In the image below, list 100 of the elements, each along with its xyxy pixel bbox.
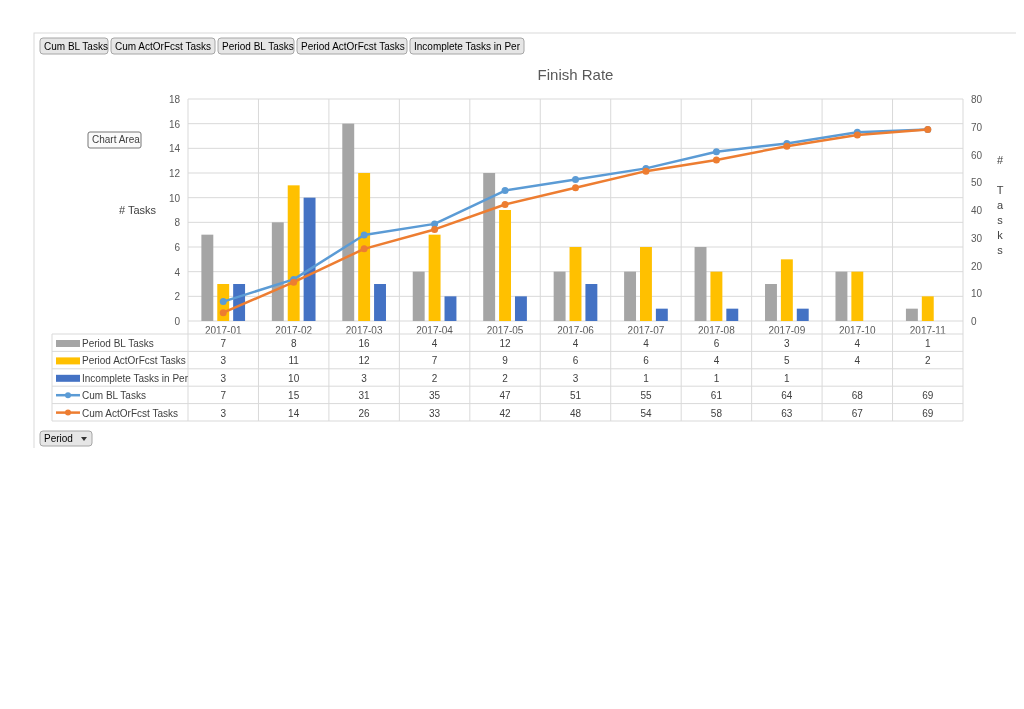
y-tick-label: 0 xyxy=(174,316,181,327)
data-label: 7 xyxy=(220,338,227,349)
data-label: 67 xyxy=(851,407,864,419)
data-label: 2 xyxy=(431,372,438,384)
point xyxy=(572,184,579,192)
data-label: 10 xyxy=(288,372,300,384)
y2-tick-label: 50 xyxy=(971,177,983,189)
point xyxy=(360,231,368,239)
data-label: 4 xyxy=(431,338,438,349)
data-label: 6 xyxy=(643,355,650,367)
x-tick-label: 2017-05 xyxy=(486,325,524,336)
bar xyxy=(780,259,793,321)
data-label: 58 xyxy=(710,407,723,419)
data-label: 35 xyxy=(429,390,441,402)
bar xyxy=(765,284,777,321)
data-label: 4 xyxy=(854,355,861,367)
data-label: 55 xyxy=(640,390,652,402)
field-button: Period BL Tasks xyxy=(217,37,295,55)
bar xyxy=(921,296,934,321)
y2-tick-label: 80 xyxy=(971,94,983,105)
data-label: 16 xyxy=(358,338,371,349)
point xyxy=(712,148,720,156)
x-tick-label: 2017-09 xyxy=(768,325,806,336)
x-tick-label: 2017-01 xyxy=(204,325,243,336)
data-label: 15 xyxy=(288,390,300,402)
x-tick-label: 2017-03 xyxy=(345,325,383,336)
data-label: 14 xyxy=(288,407,300,419)
x-tick-label: 2017-11 xyxy=(909,325,947,336)
data-label: 8 xyxy=(290,338,297,349)
legend-label: Period BL Tasks xyxy=(82,338,154,349)
x-tick-label: 2017-07 xyxy=(627,325,665,336)
y2-tick-label: 20 xyxy=(971,260,983,272)
data-label: 47 xyxy=(499,390,512,402)
data-label: 69 xyxy=(922,390,934,402)
y-tick-label: 4 xyxy=(174,266,181,278)
field-button: Period xyxy=(39,430,93,447)
point xyxy=(572,175,579,183)
data-label: 2 xyxy=(502,372,509,384)
field-button: Incomplete Tasks in Per xyxy=(409,37,525,55)
data-label: 11 xyxy=(288,355,300,367)
data-label: 51 xyxy=(569,390,582,402)
y-tick-label: 6 xyxy=(174,242,181,253)
data-label: 4 xyxy=(572,338,579,349)
data-label: 3 xyxy=(220,355,227,367)
y2-tick-label: 30 xyxy=(971,232,983,244)
bar xyxy=(412,271,425,321)
x-tick-label: 2017-08 xyxy=(698,325,736,336)
y2-tick-label: 0 xyxy=(971,316,977,327)
point xyxy=(360,245,368,253)
y2-tick-label: 70 xyxy=(971,121,983,133)
y-tick-label: 8 xyxy=(174,217,181,229)
bar xyxy=(444,296,457,321)
data-label: 3 xyxy=(784,338,791,349)
bar xyxy=(640,247,652,321)
bar xyxy=(585,284,598,321)
data-label: 1 xyxy=(784,372,791,384)
text: # Tasks xyxy=(996,154,1004,256)
bar xyxy=(694,247,707,321)
field-button: Period ActOrFcst Tasks xyxy=(296,37,408,55)
bar xyxy=(851,271,864,321)
data-label: 42 xyxy=(499,407,512,419)
y2-tick-label: 40 xyxy=(971,205,983,216)
data-label: 5 xyxy=(784,355,791,367)
data-label: 33 xyxy=(429,407,441,419)
y-tick-label: 14 xyxy=(168,143,181,155)
data-label: 2 xyxy=(924,355,931,367)
point xyxy=(501,187,509,195)
data-label: 54 xyxy=(640,407,652,419)
y-tick-label: 16 xyxy=(168,118,181,130)
data-label: 4 xyxy=(643,338,650,349)
data-label: 69 xyxy=(922,407,934,419)
bar xyxy=(483,173,496,321)
x-tick-label: 2017-10 xyxy=(838,325,877,336)
field-button: Cum BL Tasks xyxy=(39,37,109,55)
bar xyxy=(624,271,637,321)
x-tick-label: 2017-06 xyxy=(557,325,595,336)
data-label: 12 xyxy=(499,338,512,349)
legend-label: Period ActOrFcst Tasks xyxy=(82,355,186,367)
bar xyxy=(569,247,582,321)
bar xyxy=(358,173,371,321)
bar xyxy=(726,308,739,321)
point xyxy=(431,225,439,233)
legend-label: Cum BL Tasks xyxy=(82,390,146,402)
data-label: 4 xyxy=(713,355,720,367)
y-tick-label: 2 xyxy=(174,291,181,303)
data-label: 9 xyxy=(502,355,509,367)
data-label: 3 xyxy=(220,407,227,419)
data-label: 3 xyxy=(572,372,579,384)
data-label: 48 xyxy=(569,407,582,419)
bar xyxy=(201,234,214,321)
data-label: 4 xyxy=(854,338,861,349)
data-label: 61 xyxy=(710,390,723,402)
data-label: 64 xyxy=(781,390,793,402)
tooltip: Chart Area xyxy=(87,131,142,149)
bar xyxy=(287,185,300,321)
y-tick-label: 12 xyxy=(168,168,181,179)
bar xyxy=(374,284,386,321)
data-label: 12 xyxy=(358,355,371,367)
bar xyxy=(514,296,527,321)
bar xyxy=(905,308,918,321)
